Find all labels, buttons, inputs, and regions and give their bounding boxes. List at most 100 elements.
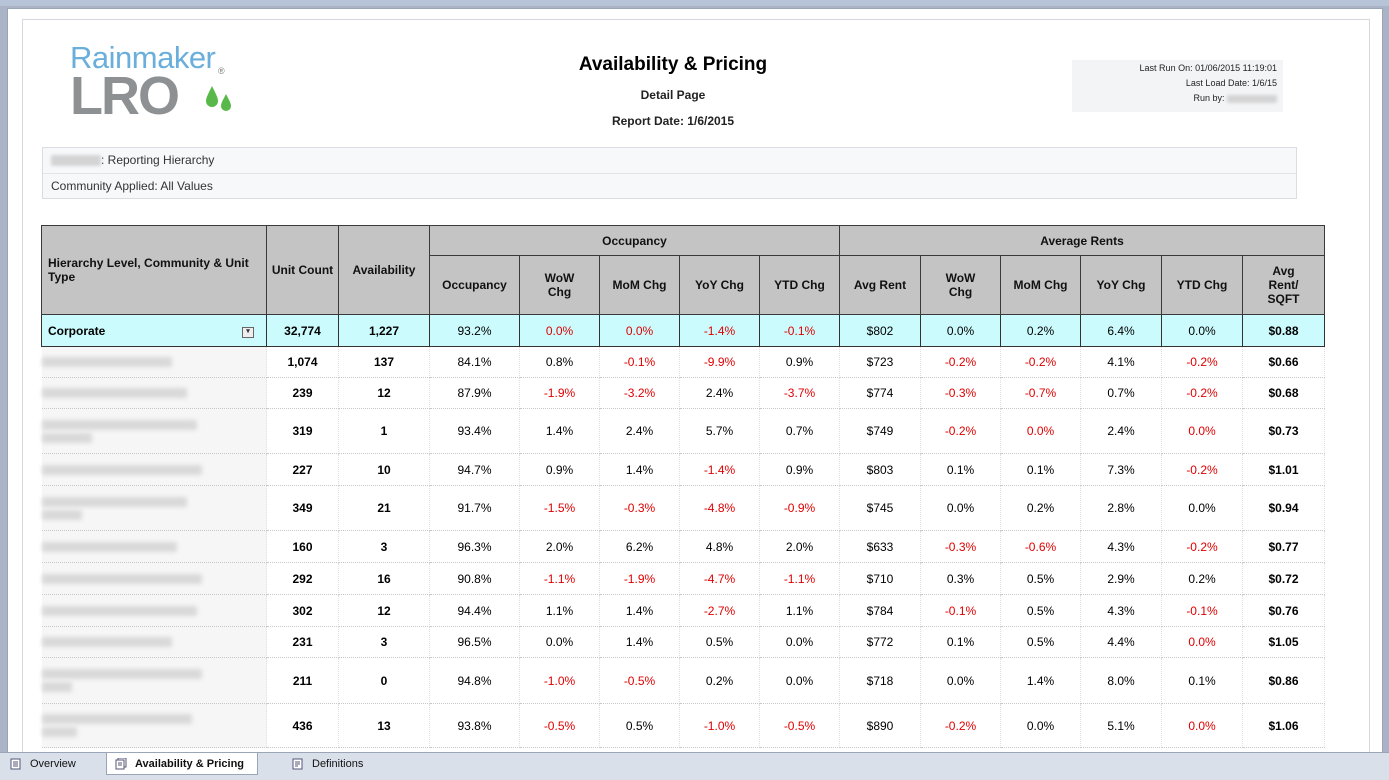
table-cell: -0.3% xyxy=(599,485,680,531)
table-cell: 0.3% xyxy=(920,562,1001,595)
table-cell: -1.4% xyxy=(679,453,760,486)
community-name-cell[interactable] xyxy=(41,485,267,531)
table-cell: 93.8% xyxy=(429,703,520,748)
redacted-community-name xyxy=(41,727,77,737)
table-body: Corporate ▾ 32,774 1,227 93.2% 0.0% 0.0% … xyxy=(41,314,1326,748)
table-cell: 292 xyxy=(266,562,339,595)
logo-bottom-text: LRO xyxy=(70,66,180,126)
table-cell: -0.3% xyxy=(920,530,1001,563)
corporate-row[interactable]: Corporate ▾ 32,774 1,227 93.2% 0.0% 0.0% … xyxy=(41,314,1326,347)
table-cell: $633 xyxy=(839,530,921,563)
redacted-community-name xyxy=(41,541,177,552)
community-name-cell[interactable] xyxy=(41,657,267,704)
table-cell: 3 xyxy=(338,626,430,658)
table-cell: 0.0% xyxy=(1161,485,1243,531)
table-row[interactable]: 302 12 94.4% 1.1% 1.4% -2.7% 1.1% $784 -0.1% 0.5%… xyxy=(41,594,1326,627)
table-row[interactable]: 436 13 93.8% -0.5% 0.5% -1.0% -0.5% $890 -0.2% 0.… xyxy=(41,703,1326,748)
tab-availability-pricing[interactable]: Availability & Pricing xyxy=(106,753,258,775)
corporate-avg-rent: $802 xyxy=(839,314,921,347)
table-row[interactable]: 239 12 87.9% -1.9% -3.2% 2.4% -3.7% $774 -0.3% -0… xyxy=(41,377,1326,409)
table-cell: 0.0% xyxy=(920,657,1001,704)
table-row[interactable]: 227 10 94.7% 0.9% 1.4% -1.4% 0.9% $803 0.1% 0.1% 7… xyxy=(41,453,1326,486)
window-top-bar xyxy=(0,0,1389,6)
table-cell: 10 xyxy=(338,453,430,486)
table-cell: -0.5% xyxy=(599,657,680,704)
community-name-cell[interactable] xyxy=(41,626,267,658)
table-cell: 0.5% xyxy=(1000,594,1081,627)
table-cell: 0.1% xyxy=(920,626,1001,658)
table-cell: 8.0% xyxy=(1080,657,1162,704)
table-cell: -0.2% xyxy=(920,408,1001,454)
table-row[interactable]: 211 0 94.8% -1.0% -0.5% 0.2% 0.0% $718 0.0% 1.4% 8… xyxy=(41,657,1326,704)
table-cell: 0.8% xyxy=(519,346,600,378)
community-name-cell[interactable] xyxy=(41,594,267,627)
community-name-cell[interactable] xyxy=(41,408,267,454)
table-cell: 0.5% xyxy=(1000,626,1081,658)
table-cell: 2.4% xyxy=(1080,408,1162,454)
community-name-cell[interactable] xyxy=(41,453,267,486)
corporate-occ-wow: 0.0% xyxy=(519,314,600,347)
redacted-community-name xyxy=(41,496,187,507)
table-cell: 0.7% xyxy=(759,408,840,454)
table-cell: $0.77 xyxy=(1242,530,1326,563)
community-name-cell[interactable] xyxy=(41,377,267,409)
sheet-tab-bar: Overview Availability & Pricing Definiti… xyxy=(0,752,1389,780)
community-name-cell[interactable] xyxy=(41,530,267,563)
table-cell: 94.4% xyxy=(429,594,520,627)
table-cell: 0.5% xyxy=(599,703,680,748)
corporate-rent-wow: 0.0% xyxy=(920,314,1001,347)
logo-top-text: Rainmaker xyxy=(70,40,216,75)
table-cell: -0.6% xyxy=(1000,530,1081,563)
table-cell: 2.0% xyxy=(759,530,840,563)
col-header-rent-mom: MoM Chg xyxy=(1000,255,1081,315)
table-row[interactable]: 319 1 93.4% 1.4% 2.4% 5.7% 0.7% $749 -0.2% 0.0% 2.… xyxy=(41,408,1326,454)
table-cell: 0.1% xyxy=(920,453,1001,486)
table-cell: 1.4% xyxy=(599,626,680,658)
table-cell: $723 xyxy=(839,346,921,378)
logo-registered-mark: ® xyxy=(218,66,225,76)
tab-definitions-label: Definitions xyxy=(312,758,364,770)
table-row[interactable]: 160 3 96.3% 2.0% 6.2% 4.8% 2.0% $633 -0.3% -0.6% 4… xyxy=(41,530,1326,563)
table-cell: 1.4% xyxy=(599,453,680,486)
table-cell: -4.8% xyxy=(679,485,760,531)
table-cell: -2.7% xyxy=(679,594,760,627)
tab-overview[interactable]: Overview xyxy=(2,753,102,775)
table-cell: 1.4% xyxy=(519,408,600,454)
table-cell: -0.2% xyxy=(1000,346,1081,378)
community-name-cell[interactable] xyxy=(41,346,267,378)
table-cell: -3.2% xyxy=(599,377,680,409)
table-cell: 2.4% xyxy=(679,377,760,409)
table-cell: 1,074 xyxy=(266,346,339,378)
table-cell: 5.7% xyxy=(679,408,760,454)
table-cell: -0.7% xyxy=(1000,377,1081,409)
table-cell: 0.0% xyxy=(1161,703,1243,748)
corporate-name-cell[interactable]: Corporate ▾ xyxy=(41,314,267,347)
table-cell: 4.3% xyxy=(1080,530,1162,563)
collapse-icon[interactable]: ▾ xyxy=(242,327,254,338)
table-cell: 0.0% xyxy=(1000,703,1081,748)
table-cell: 94.8% xyxy=(429,657,520,704)
document-icon xyxy=(292,758,303,770)
table-cell: 0.2% xyxy=(679,657,760,704)
tab-definitions[interactable]: Definitions xyxy=(284,753,394,775)
table-row[interactable]: 349 21 91.7% -1.5% -0.3% -4.8% -0.9% $745 0.0% 0.… xyxy=(41,485,1326,531)
table-cell: -0.9% xyxy=(759,485,840,531)
table-row[interactable]: 1,074 137 84.1% 0.8% -0.1% -9.9% 0.9% $723 -0.2%… xyxy=(41,346,1326,378)
table-row[interactable]: 292 16 90.8% -1.1% -1.9% -4.7% -1.1% $710 0.3% 0.… xyxy=(41,562,1326,595)
table-cell: 0.1% xyxy=(1161,657,1243,704)
raindrops-icon xyxy=(206,86,231,111)
community-name-cell[interactable] xyxy=(41,703,267,748)
table-cell: 2.9% xyxy=(1080,562,1162,595)
group-header-average-rents: Average Rents xyxy=(838,225,1326,256)
redacted-community-name xyxy=(41,605,197,616)
tab-overview-label: Overview xyxy=(30,758,76,770)
col-header-rent-sqft: Avg Rent/ SQFT xyxy=(1241,255,1326,315)
corporate-occ-mom: 0.0% xyxy=(599,314,680,347)
table-cell: 12 xyxy=(338,377,430,409)
community-name-cell[interactable] xyxy=(41,562,267,595)
report-stack-icon xyxy=(115,758,127,770)
corporate-occupancy: 93.2% xyxy=(429,314,520,347)
table-cell: 1.4% xyxy=(599,594,680,627)
table-row[interactable]: 231 3 96.5% 0.0% 1.4% 0.5% 0.0% $772 0.1% 0.5% 4.4… xyxy=(41,626,1326,658)
corporate-rent-ytd: 0.0% xyxy=(1161,314,1243,347)
